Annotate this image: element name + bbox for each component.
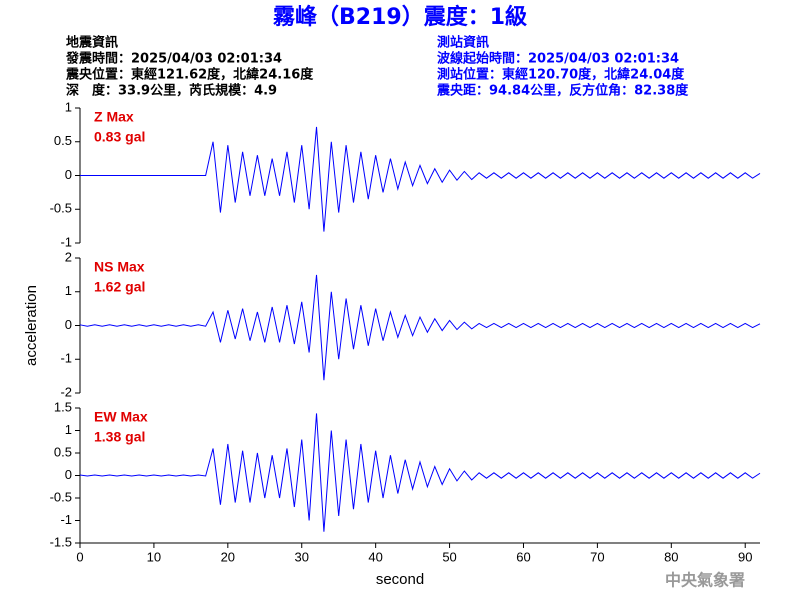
info-left: 發震時間：2025/04/03 02:01:34 [65, 51, 282, 67]
max-annotation: Z Max [94, 109, 134, 125]
y-tick-label: 1 [65, 422, 72, 437]
y-tick-label: 0.5 [54, 133, 72, 148]
x-tick-label: 30 [295, 549, 309, 564]
info-right: 波線起始時間：2025/04/03 02:01:34 [437, 51, 679, 67]
info-right: 震央距：94.84公里，反方位角：82.38度 [436, 83, 689, 99]
max-annotation: 1.62 gal [94, 279, 145, 295]
page-title: 霧峰（B219）震度：1級 [272, 4, 527, 30]
x-tick-label: 10 [147, 549, 161, 564]
y-tick-label: 0 [65, 317, 72, 332]
y-tick-label: -1 [60, 234, 72, 249]
waveform [79, 274, 761, 381]
footer-agency: 中央氣象署 [665, 571, 745, 590]
x-tick-label: 70 [590, 549, 604, 564]
x-axis-label: second [376, 571, 424, 588]
info-left: 地震資訊 [66, 35, 118, 51]
x-tick-label: 60 [516, 549, 530, 564]
x-tick-label: 80 [664, 549, 678, 564]
max-annotation: NS Max [94, 259, 145, 275]
y-tick-label: -1 [60, 512, 72, 527]
x-tick-label: 90 [738, 549, 752, 564]
info-right: 測站位置：東經120.70度，北緯24.04度 [437, 67, 685, 83]
y-tick-label: 1.5 [54, 399, 72, 414]
x-tick-label: 40 [368, 549, 382, 564]
max-annotation: 1.38 gal [94, 429, 145, 445]
y-tick-label: -2 [60, 384, 72, 399]
x-tick-label: 50 [442, 549, 456, 564]
info-right: 測站資訊 [437, 35, 489, 51]
y-tick-label: 0 [65, 467, 72, 482]
x-tick-label: 0 [76, 549, 83, 564]
y-tick-label: 1 [65, 283, 72, 298]
y-tick-label: -1 [60, 351, 72, 366]
y-tick-label: -0.5 [50, 201, 72, 216]
waveform [79, 413, 761, 532]
y-axis-label: acceleration [23, 285, 40, 366]
y-tick-label: 2 [65, 249, 72, 264]
waveform [80, 126, 761, 232]
x-tick-label: 20 [221, 549, 235, 564]
max-annotation: EW Max [94, 409, 148, 425]
y-tick-label: 0.5 [54, 444, 72, 459]
y-tick-label: 0 [65, 167, 72, 182]
y-tick-label: -1.5 [50, 534, 72, 549]
info-left: 深 度：33.9公里，芮氏規模：4.9 [66, 83, 277, 99]
info-left: 震央位置：東經121.62度，北緯24.16度 [65, 67, 314, 83]
y-tick-label: -0.5 [50, 489, 72, 504]
y-tick-label: 1 [65, 99, 72, 114]
max-annotation: 0.83 gal [94, 129, 145, 145]
